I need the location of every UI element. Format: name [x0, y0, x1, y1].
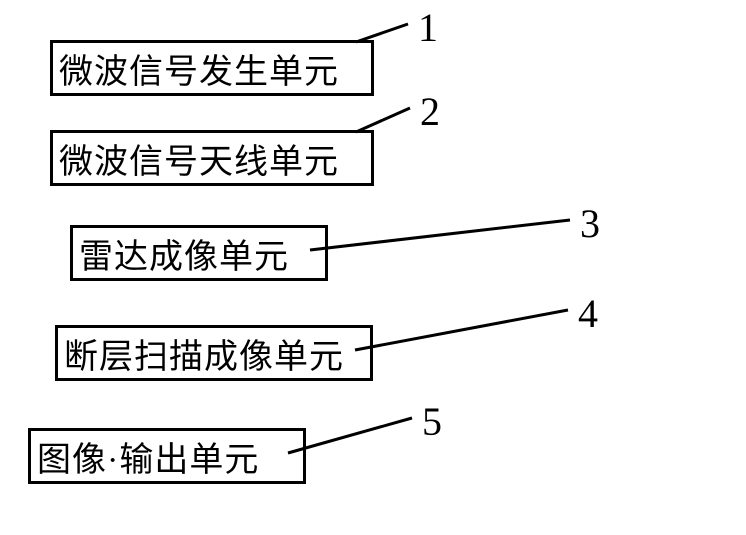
- callout-number-3: 3: [580, 200, 600, 247]
- block-microwave-signal-antenna: 微波信号天线单元: [50, 130, 374, 186]
- callout-number-5: 5: [422, 398, 442, 445]
- callout-number-2: 2: [420, 88, 440, 135]
- block-radar-imaging: 雷达成像单元: [70, 225, 328, 281]
- block-microwave-signal-generator: 微波信号发生单元: [50, 40, 374, 96]
- callout-number-4: 4: [578, 290, 598, 337]
- leader-line-2: [356, 108, 410, 132]
- leader-line-5: [288, 418, 412, 453]
- block-label: 雷达成像单元: [79, 229, 289, 278]
- block-label: 图像·输出单元: [37, 432, 259, 481]
- block-label: 断层扫描成像单元: [64, 329, 344, 378]
- block-label: 微波信号天线单元: [59, 134, 339, 183]
- callout-number-1: 1: [418, 4, 438, 51]
- leader-line-3: [310, 220, 570, 250]
- block-label: 微波信号发生单元: [59, 44, 339, 93]
- block-image-output: 图像·输出单元: [28, 428, 306, 484]
- leader-line-4: [355, 310, 568, 350]
- block-tomography-imaging: 断层扫描成像单元: [55, 325, 373, 381]
